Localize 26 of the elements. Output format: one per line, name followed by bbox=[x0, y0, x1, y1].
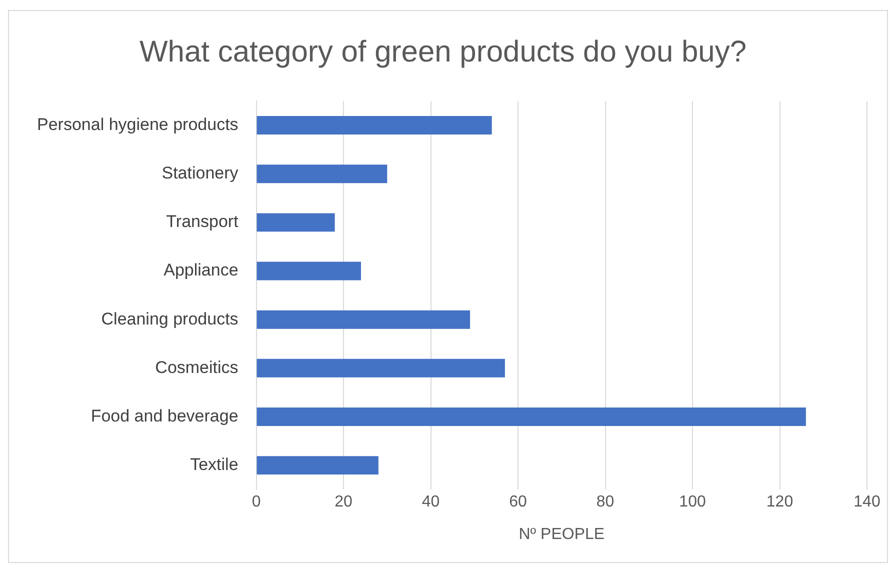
x-tick-label: 60 bbox=[509, 494, 528, 511]
bar bbox=[256, 262, 361, 280]
bar bbox=[256, 213, 335, 232]
x-axis-title: Nº PEOPLE bbox=[518, 526, 605, 543]
y-tick-label: Textile bbox=[190, 455, 238, 474]
chart-title: What category of green products do you buy? bbox=[139, 35, 747, 68]
y-tick-label: Cosmeitics bbox=[155, 358, 238, 377]
x-tick-label: 140 bbox=[854, 494, 880, 511]
y-tick-label: Transport bbox=[166, 212, 239, 232]
y-tick-label: Appliance bbox=[164, 260, 238, 280]
bar bbox=[256, 164, 388, 184]
bar bbox=[256, 408, 806, 426]
x-tick-label: 80 bbox=[596, 494, 614, 511]
x-tick-label: 40 bbox=[422, 494, 440, 511]
bar bbox=[256, 310, 470, 329]
bar bbox=[256, 358, 505, 378]
y-tick-label: Personal hygiene products bbox=[36, 114, 238, 134]
x-tick-label: 20 bbox=[334, 494, 353, 511]
bar bbox=[256, 116, 492, 135]
x-tick-label: 100 bbox=[679, 494, 706, 511]
y-tick-label: Food and beverage bbox=[90, 406, 238, 426]
y-tick-label: Cleaning products bbox=[101, 309, 238, 328]
x-tick-label: 120 bbox=[766, 494, 794, 511]
x-tick-label: 0 bbox=[252, 494, 261, 511]
y-tick-label: Stationery bbox=[162, 164, 239, 183]
bar bbox=[256, 456, 378, 475]
